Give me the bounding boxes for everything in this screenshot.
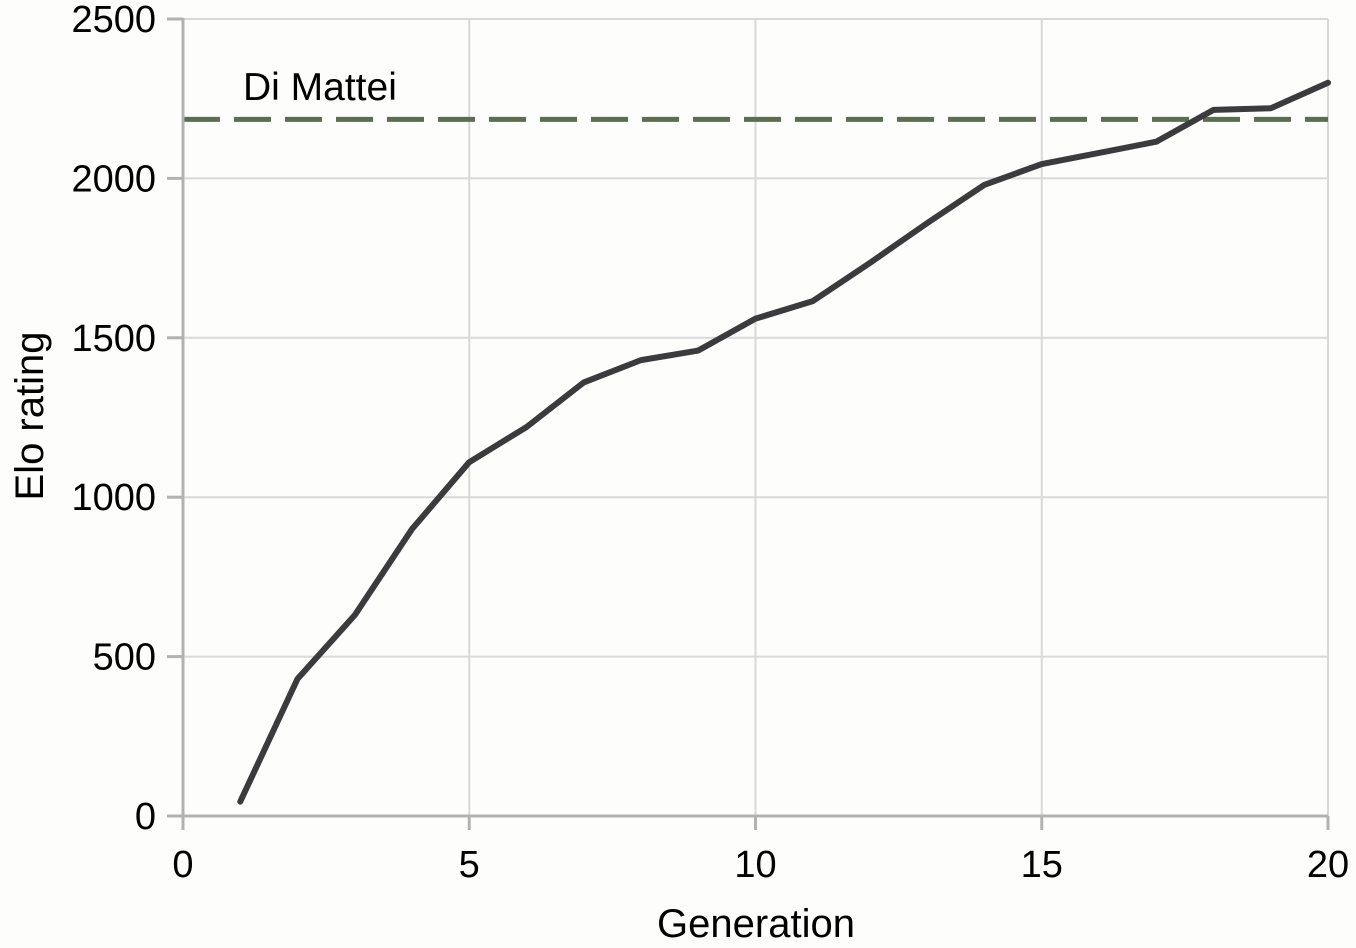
y-axis-title: Elo rating	[8, 331, 52, 501]
x-axis-title: Generation	[657, 902, 855, 946]
x-tick-label: 10	[734, 844, 776, 886]
x-tick-label: 5	[459, 844, 480, 886]
y-tick-label: 0	[135, 796, 156, 838]
x-tick-label: 15	[1021, 844, 1063, 886]
x-tick-label: 20	[1307, 844, 1349, 886]
x-tick-label: 0	[172, 844, 193, 886]
y-tick-label: 1500	[71, 318, 156, 360]
y-tick-label: 2500	[71, 0, 156, 41]
y-tick-label: 1000	[71, 477, 156, 519]
y-tick-label: 500	[93, 637, 156, 679]
reference-line-label: Di Mattei	[243, 66, 397, 109]
elo-rating-series-line	[237, 79, 1331, 805]
y-tick-label: 2000	[71, 158, 156, 200]
